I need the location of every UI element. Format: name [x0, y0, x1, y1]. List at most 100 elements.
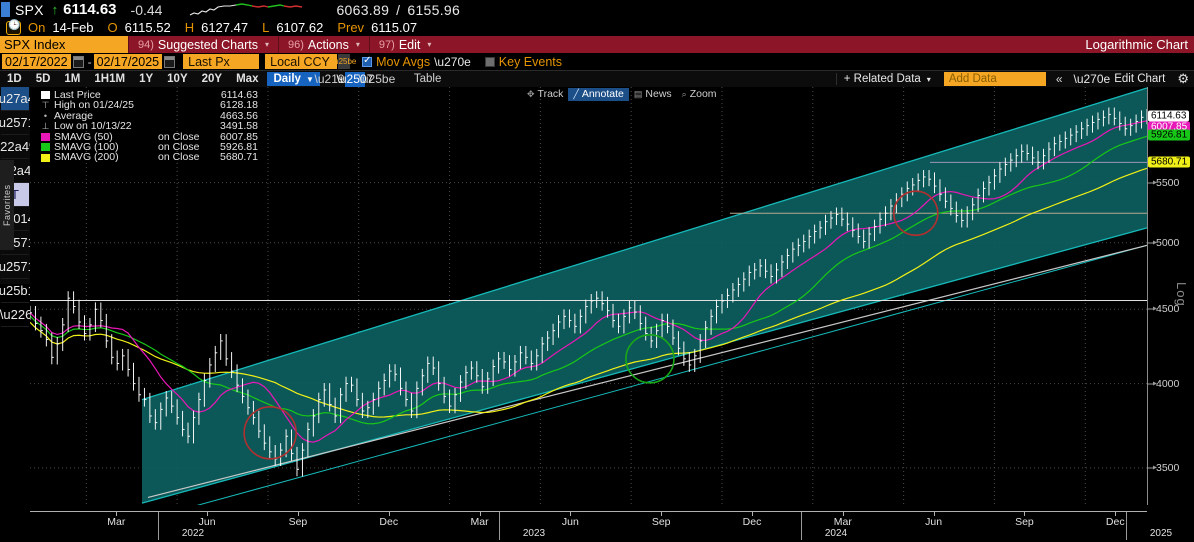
zoom-tool-button[interactable]: ⌕ Zoom — [677, 88, 722, 101]
date-tick-label: Mar — [470, 516, 489, 528]
start-date-input[interactable]: 02/17/2022 — [2, 54, 71, 69]
price-type-select[interactable]: Last Px — [183, 54, 260, 69]
year-separator — [499, 512, 500, 540]
frequency-value: Daily — [273, 73, 301, 85]
bar-chart-type-icon[interactable]: \u2507 — [336, 71, 374, 87]
axis-tick-label: 4500 — [1156, 303, 1180, 316]
date-tick-mark — [207, 512, 209, 516]
price-axis[interactable]: 5500 5000 4500 4000 3500 6114.63 6007.85 5926.… — [1147, 87, 1194, 505]
date-tick-mark — [933, 512, 935, 516]
pencil-icon[interactable]: \u270e — [434, 54, 471, 69]
chevron-down-icon: ▾ — [355, 40, 360, 49]
ohlc-header-row: On 14-Feb O 6115.52 H 6127.47 L 6107.62 … — [0, 19, 1194, 36]
add-data-input[interactable]: Add Data — [943, 72, 1046, 86]
period-1y[interactable]: 1Y — [139, 73, 154, 85]
key-events-checkbox[interactable] — [484, 56, 495, 67]
calendar-icon[interactable] — [164, 55, 176, 68]
mov-avgs-checkbox[interactable] — [362, 55, 373, 67]
axis-tick-mark — [1147, 306, 1157, 311]
legend-value: 6128.18 — [220, 99, 258, 112]
collapse-panel-icon[interactable]: « — [1055, 72, 1063, 86]
menu-number: 97) — [378, 38, 395, 51]
legend-swatch — [41, 91, 50, 100]
average-marker-icon: • — [43, 110, 48, 121]
edit-chart-button[interactable]: \u270e Edit Chart — [1067, 72, 1173, 86]
period-5d[interactable]: 5D — [35, 73, 51, 85]
currency-select[interactable]: Local CCY \u25be — [265, 54, 356, 69]
log-scale-label: Log — [1174, 282, 1189, 307]
date-axis[interactable]: Mar Jun Sep Dec Mar Jun Sep Dec Mar Jun Sep Dec 2022… — [30, 505, 1194, 542]
date-tick-mark — [661, 512, 663, 516]
legend-value: 5680.71 — [220, 151, 258, 164]
related-data-button[interactable]: + Related Data ▾ — [835, 73, 938, 85]
favorites-tab[interactable]: Favorites — [0, 160, 14, 250]
legend-row-last-price: Last Price 6114.63 — [41, 90, 258, 100]
chart-plot-area[interactable]: ✥ Track ╱ Annotate ▤ News ⌕ Zoom Last Pr… — [30, 87, 1147, 505]
high-marker-icon: ⊤ — [41, 100, 50, 111]
annotate-tool-button[interactable]: ╱ Annotate — [568, 87, 629, 101]
legend-oncolse: on Close — [158, 140, 200, 153]
axis-tick-mark — [1147, 240, 1157, 245]
year-label: 2024 — [824, 528, 848, 539]
date-tick-mark — [570, 512, 572, 516]
last-price: 6114.63 — [63, 1, 117, 18]
smavg-100-line — [30, 135, 1147, 425]
chart-tool-strip: ✥ Track ╱ Annotate ▤ News ⌕ Zoom — [522, 87, 722, 101]
low-value: 6107.62 — [276, 20, 324, 35]
low-label: L — [262, 20, 270, 35]
range-separator: / — [396, 1, 401, 18]
legend-row-average: • Average 4663.56 — [41, 109, 258, 122]
menu-label: Suggested Charts — [157, 37, 258, 52]
percent-tool-icon[interactable]: \u22a4% — [0, 135, 41, 159]
date-tick-mark — [116, 512, 118, 516]
date-tick-mark — [842, 512, 844, 516]
menu-item-actions[interactable]: 96) Actions ▾ — [277, 36, 369, 53]
zoom-label: Zoom — [689, 88, 717, 100]
prev-value: 6115.07 — [371, 20, 418, 35]
direction-arrow-icon: ↑ — [51, 2, 59, 17]
annotate-icon: ╱ — [573, 88, 579, 99]
open-label: O — [107, 20, 118, 35]
frequency-select[interactable]: Daily ▼ — [267, 72, 320, 86]
end-date-input[interactable]: 02/17/2025 — [93, 54, 163, 69]
table-button[interactable]: Table — [413, 73, 442, 85]
chart-type-more-icon[interactable]: \u25be — [358, 72, 396, 86]
settings-gear-icon[interactable]: ⚙ — [1177, 71, 1189, 86]
chevron-down-icon: \u25be — [332, 54, 356, 69]
chevron-down-icon: ▾ — [264, 40, 269, 49]
legend-label: Average — [54, 109, 93, 122]
menu-label: Edit — [398, 37, 421, 52]
line-chart-type-icon[interactable]: \u2197 — [314, 72, 352, 86]
menu-item-edit[interactable]: 97) Edit ▾ — [368, 36, 440, 53]
period-1m[interactable]: 1M — [64, 73, 81, 85]
chevron-down-icon: ▾ — [427, 40, 432, 49]
period-max[interactable]: Max — [236, 73, 259, 85]
date-tick-mark — [479, 512, 481, 516]
regression-tool-icon[interactable]: R\u2261 — [0, 303, 40, 327]
menu-bar: SPX Index 94) Suggested Charts ▾ 96) Act… — [0, 36, 1194, 53]
channel-tool-icon[interactable]: \u25b1 — [0, 279, 35, 303]
chart-scale-title: Logarithmic Chart — [1085, 37, 1188, 52]
track-tool-button[interactable]: ✥ Track — [522, 88, 568, 101]
period-1h1m[interactable]: 1H1M — [94, 73, 126, 85]
legend-oncolse: on Close — [158, 130, 200, 143]
period-10y[interactable]: 10Y — [167, 73, 188, 85]
annotation-circle — [625, 334, 675, 384]
annotate-line-tool-icon[interactable]: \u2571 — [0, 111, 35, 135]
period-1d[interactable]: 1D — [7, 73, 22, 85]
legend-label: SMAVG (200) — [54, 151, 119, 164]
period-20y[interactable]: 20Y — [201, 73, 223, 85]
ray-tool-icon[interactable]: \u2571 — [0, 255, 35, 279]
date-tick-mark — [388, 512, 390, 516]
ticker-symbol: SPX — [15, 1, 44, 18]
date-tick-label: Mar — [107, 516, 126, 528]
price-chart-svg — [30, 87, 1147, 505]
chart-legend: Last Price 6114.63 ⊤ High on 01/24/25 61… — [41, 90, 258, 163]
cursor-tool-icon[interactable]: \u27a4 — [0, 87, 35, 111]
date-tick-label: Sep — [288, 516, 308, 528]
news-tool-button[interactable]: ▤ News — [629, 88, 677, 101]
calendar-icon[interactable] — [72, 55, 84, 68]
menu-item-suggested-charts[interactable]: 94) Suggested Charts ▾ — [128, 36, 278, 53]
security-ticker-field[interactable]: SPX Index — [0, 36, 128, 53]
window-tab-indicator[interactable] — [1, 2, 10, 17]
